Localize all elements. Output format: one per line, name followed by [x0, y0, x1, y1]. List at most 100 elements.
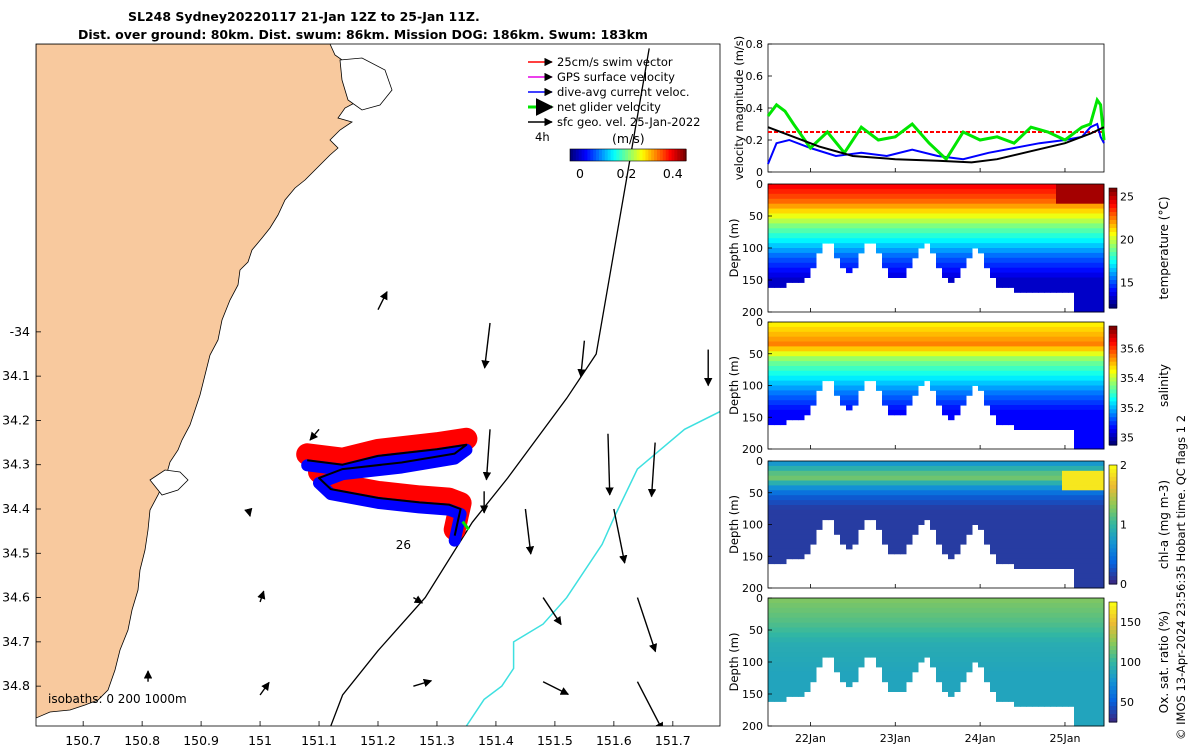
- salinity-section-cell: [1026, 336, 1033, 343]
- salinity-section-cell: [768, 375, 775, 382]
- temperature-section-cell: [1050, 277, 1057, 283]
- chla-section-cell: [942, 548, 949, 555]
- salinity-section-cell: [978, 370, 985, 377]
- chla-section-cell: [948, 475, 955, 482]
- map-y-tick-label: 34.1: [2, 368, 30, 383]
- salinity-section-cell: [918, 380, 925, 386]
- oxygen-section-cell: [792, 637, 799, 643]
- oxygen-section-cell: [990, 647, 997, 653]
- temperature-section-cell: [906, 208, 913, 214]
- oxygen-section-cell: [1068, 696, 1075, 702]
- temperature-section-cell: [996, 277, 1003, 283]
- salinity-section-cell: [1014, 322, 1021, 328]
- oxygen-section-cell: [1008, 607, 1015, 614]
- salinity-section-cell: [1068, 331, 1075, 338]
- chla-y-tick-label: 200: [742, 582, 763, 595]
- chla-section-cell: [1014, 495, 1021, 501]
- salinity-section-cell: [900, 351, 907, 357]
- chla-section-cell: [780, 514, 787, 521]
- chla-section-cell: [1002, 465, 1009, 472]
- chla-section-cell: [1020, 539, 1027, 545]
- chla-section-cell: [888, 514, 895, 521]
- temperature-section-cell: [990, 198, 997, 205]
- chla-section-cell: [852, 495, 859, 501]
- chla-section-cell: [804, 519, 811, 525]
- chla-section-cell: [990, 519, 997, 525]
- salinity-section-cell: [1074, 390, 1081, 396]
- oxygen-section-cell: [1080, 681, 1087, 688]
- salinity-section-cell: [990, 356, 997, 362]
- oxygen-section-cell: [912, 627, 919, 633]
- oxygen-section-cell: [792, 612, 799, 619]
- temperature-section-cell: [1044, 223, 1051, 229]
- chla-section-cell: [1074, 578, 1081, 584]
- temperature-section-cell: [1074, 184, 1081, 190]
- chla-section-cell: [876, 524, 883, 530]
- oxygen-section-cell: [1002, 627, 1009, 633]
- chla-section-cell: [1056, 461, 1063, 467]
- chla-section-cell: [858, 505, 865, 511]
- salinity-section-cell: [1020, 390, 1027, 396]
- temperature-section-cell: [1086, 238, 1093, 244]
- oxygen-section-cell: [840, 676, 847, 683]
- oxygen-section-cell: [1098, 711, 1105, 717]
- oxygen-section-cell: [1074, 686, 1081, 692]
- salinity-section-cell: [906, 326, 913, 333]
- salinity-section-cell: [1020, 419, 1027, 426]
- chla-section-cell: [768, 539, 775, 545]
- salinity-section-cell: [1080, 419, 1087, 426]
- salinity-section-cell: [942, 405, 949, 411]
- chla-section-cell: [846, 524, 853, 530]
- salinity-section-cell: [822, 356, 829, 362]
- chla-section-cell: [822, 490, 829, 496]
- temperature-section-cell: [828, 193, 835, 200]
- oxygen-section-cell: [900, 637, 907, 643]
- oxygen-section-cell: [852, 676, 859, 683]
- salinity-section-cell: [780, 336, 787, 343]
- temperature-section-cell: [834, 228, 841, 234]
- salinity-section-cell: [978, 326, 985, 333]
- chla-section-cell: [996, 544, 1003, 550]
- chla-section-cell: [1098, 573, 1105, 579]
- chla-section-cell: [768, 485, 775, 491]
- salinity-section-cell: [1086, 346, 1093, 352]
- chla-section-cell: [942, 534, 949, 540]
- temperature-section-cell: [798, 267, 805, 274]
- salinity-section-cell: [996, 400, 1003, 406]
- salinity-section-cell: [1080, 341, 1087, 347]
- salinity-section-cell: [1086, 429, 1093, 435]
- oxygen-section-cell: [786, 612, 793, 619]
- temperature-section-cell: [1002, 252, 1009, 259]
- temperature-section-cell: [840, 218, 847, 224]
- chla-section-cell: [1008, 461, 1015, 467]
- salinity-section-cell: [768, 400, 775, 406]
- oxygen-section-cell: [1056, 676, 1063, 683]
- salinity-section-cell: [822, 322, 829, 328]
- oxygen-section-cell: [1074, 622, 1081, 628]
- oxygen-section-cell: [900, 627, 907, 633]
- chla-section-cell: [1050, 500, 1057, 506]
- salinity-section-cell: [918, 341, 925, 347]
- salinity-section-cell: [1026, 400, 1033, 406]
- oxygen-section-cell: [906, 647, 913, 653]
- salinity-section-cell: [804, 385, 811, 391]
- chla-section-cell: [1098, 583, 1105, 589]
- temperature-section-cell: [930, 218, 937, 224]
- salinity-section-cell: [924, 370, 931, 377]
- chla-section-cell: [918, 500, 925, 506]
- temperature-section-cell: [906, 188, 913, 195]
- temperature-section-cell: [1026, 228, 1033, 234]
- chla-section-cell: [1074, 524, 1081, 530]
- oxygen-section-cell: [798, 676, 805, 683]
- temperature-section-cell: [816, 218, 823, 224]
- temperature-section-cell: [840, 198, 847, 205]
- salinity-section-cell: [930, 366, 937, 372]
- oxygen-section-cell: [912, 602, 919, 609]
- temperature-section-cell: [792, 238, 799, 244]
- chla-section-cell: [1044, 485, 1051, 491]
- temperature-section-cell: [1092, 218, 1099, 224]
- chla-section-cell: [768, 465, 775, 472]
- chla-section-cell: [912, 514, 919, 521]
- oxygen-section-cell: [1032, 666, 1039, 673]
- oxygen-section-cell: [1050, 612, 1057, 619]
